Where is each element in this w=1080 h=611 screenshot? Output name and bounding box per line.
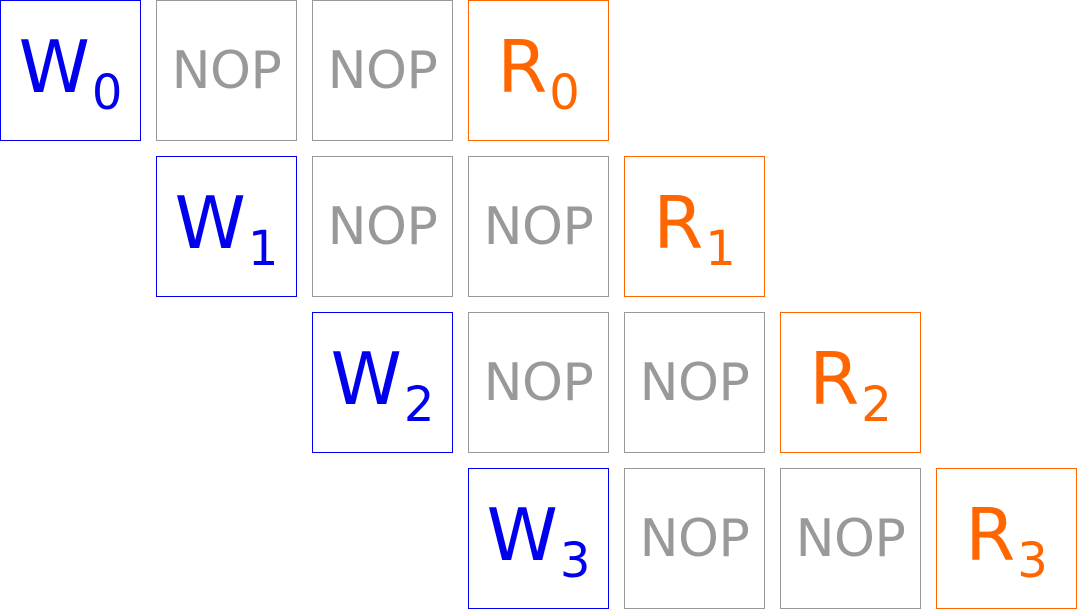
write-subscript: 1 [247,220,279,277]
nop-cell: NOP [468,156,609,297]
nop-cell: NOP [624,468,765,609]
write-subscript: 0 [91,64,123,121]
read-subscript: 2 [861,376,892,433]
nop-cell: NOP [156,0,297,141]
write-label: W [174,180,246,265]
nop-cell: NOP [780,468,921,609]
nop-cell: NOP [468,312,609,453]
write-label: W [486,492,558,577]
write-label: W [18,24,90,109]
write-subscript: 2 [403,376,435,433]
write-subscript: 3 [559,532,591,589]
read-subscript: 3 [1017,532,1048,589]
read-label: R [497,24,548,109]
read-label: R [965,492,1016,577]
read-subscript: 1 [705,220,736,277]
nop-cell: NOP [312,0,453,141]
read-subscript: 0 [549,64,580,121]
read-label: R [653,180,704,265]
nop-cell: NOP [624,312,765,453]
write-label: W [330,336,402,421]
nop-cell: NOP [312,156,453,297]
read-label: R [809,336,860,421]
